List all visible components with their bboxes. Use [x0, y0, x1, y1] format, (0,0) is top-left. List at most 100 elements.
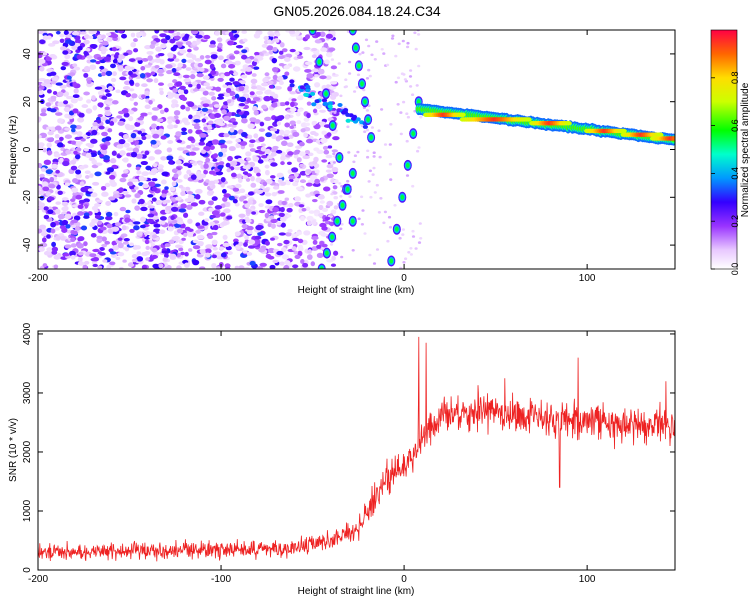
spectrogram-cell	[193, 125, 201, 130]
spectrogram-cell	[238, 178, 243, 183]
spectrogram-cell	[112, 244, 120, 251]
spectrogram-cell	[105, 119, 111, 125]
spectrogram-cell	[115, 89, 121, 94]
spectrogram-cell	[133, 101, 139, 106]
spectrogram-cell	[310, 261, 316, 267]
spectrogram-cell	[132, 221, 141, 225]
spectrogram-cell	[97, 113, 103, 118]
spectrogram-cell	[144, 104, 151, 110]
spectrogram-cell	[204, 59, 212, 65]
spectrogram-cell	[254, 55, 262, 60]
spectrogram-cell	[59, 84, 67, 89]
spectrogram-cell	[331, 92, 335, 96]
spectrogram-cell	[150, 123, 157, 129]
spectrogram-cell	[417, 146, 421, 149]
spectrogram-cell	[411, 229, 415, 233]
spectrogram-cell	[267, 247, 276, 254]
spectrogram-cell	[130, 151, 138, 158]
spectrogram-cell	[141, 171, 149, 177]
spectrogram-cell	[284, 101, 290, 106]
spectrogram-cell	[204, 218, 210, 222]
spectrogram-cell	[378, 155, 382, 159]
spectrogram-cell	[408, 75, 413, 78]
spectrogram-cell	[217, 122, 226, 127]
spectrogram-cell	[334, 129, 338, 132]
spectrogram-cell	[57, 101, 65, 107]
spectrogram-cell	[228, 70, 234, 75]
spectrogram-y-tick-label: -40	[22, 237, 33, 252]
spectrogram-cell	[74, 226, 80, 231]
spectrogram-cell	[253, 166, 259, 171]
spectrogram-cell	[416, 99, 421, 105]
spectrogram-cell	[161, 171, 169, 177]
spectrogram-cell	[313, 163, 320, 169]
spectrogram-cell	[100, 144, 108, 151]
spectrogram-cell	[210, 40, 216, 46]
spectrogram-cell	[314, 169, 320, 174]
spectrogram-cell	[94, 171, 102, 177]
spectrogram-cell	[83, 241, 88, 247]
spectrogram-cell	[211, 210, 220, 216]
spectrogram-cell	[208, 180, 216, 186]
spectrogram-cell	[274, 38, 280, 43]
spectrogram-cell	[117, 30, 125, 34]
spectrogram-cell	[253, 33, 261, 39]
spectrogram-cell	[173, 100, 179, 104]
spectrogram-cell	[238, 111, 244, 116]
spectrogram-cell	[277, 242, 283, 247]
spectrogram-cell	[319, 109, 326, 113]
spectrogram-cell	[254, 235, 262, 240]
spectrogram-cell	[304, 150, 311, 155]
spectrogram-cell	[387, 215, 392, 219]
spectrogram-cell	[122, 241, 129, 245]
spectrogram-cell	[90, 59, 97, 63]
spectrogram-cell	[240, 74, 248, 79]
spectrogram-cell	[247, 239, 256, 245]
spectrogram-cell	[217, 164, 224, 170]
spectrogram-cell	[109, 174, 116, 180]
spectrogram-cell	[280, 222, 286, 228]
spectrogram-cell	[305, 88, 311, 93]
spectrogram-cell	[49, 176, 55, 183]
spectrogram-cell	[249, 100, 257, 104]
spectrogram-cell	[166, 70, 173, 75]
spectrogram-cell	[176, 228, 184, 234]
spectrogram-cell	[205, 83, 210, 87]
spectrogram-cell	[304, 68, 312, 73]
spectrogram-cell	[228, 146, 236, 152]
spectrogram-cell	[91, 95, 96, 101]
spectrogram-cell	[65, 224, 71, 229]
spectrogram-cell	[42, 263, 48, 268]
spectrogram-cell	[77, 96, 83, 102]
spectrogram-cell	[203, 99, 211, 105]
spectrogram-cell	[330, 209, 337, 215]
spectrogram-cell	[229, 134, 237, 139]
spectrogram-cell	[296, 120, 302, 125]
spectrogram-cell	[122, 107, 129, 114]
spectrogram-cell	[45, 169, 54, 175]
spectrogram-cell	[107, 128, 113, 133]
spectrogram-cell	[164, 186, 169, 190]
spectrogram-cell	[242, 175, 249, 180]
spectrogram-cell	[208, 91, 215, 96]
spectrogram-cell	[251, 211, 257, 215]
spectrogram-cell	[327, 104, 333, 109]
spectrogram-cell	[335, 218, 340, 224]
spectrogram-cell	[184, 226, 191, 231]
spectrogram-cell	[106, 167, 115, 173]
spectrogram-cell	[80, 138, 86, 142]
spectrogram-cell	[88, 35, 94, 39]
spectrogram-cell	[38, 185, 42, 192]
spectrogram-cell	[303, 132, 308, 138]
spectrogram-cell	[208, 207, 215, 212]
spectrogram-cell	[110, 181, 117, 187]
spectrogram-cell	[306, 169, 312, 174]
spectrogram-cell	[108, 196, 116, 201]
spectrogram-cell	[92, 121, 98, 127]
spectrogram-cell	[159, 229, 166, 235]
spectrogram-cell	[171, 68, 177, 73]
spectrogram-cell	[89, 253, 97, 258]
spectrogram-cell	[325, 52, 333, 58]
spectrogram-cell	[43, 214, 50, 220]
spectrogram-cell	[96, 56, 103, 61]
